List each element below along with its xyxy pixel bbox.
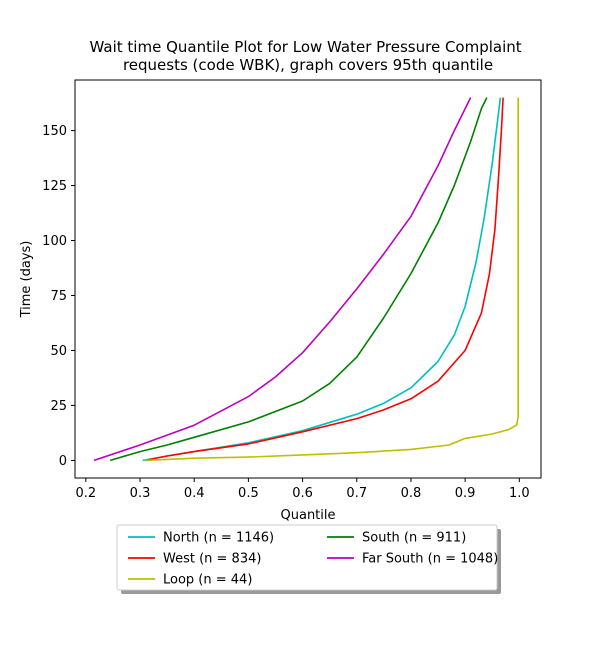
- plot-frame: [74, 79, 542, 479]
- y-axis-ticks: 0 25 50 75 100 125 150: [42, 124, 75, 469]
- series-layer: [93, 97, 520, 462]
- x-tick-label: 0.5: [238, 486, 259, 501]
- y-tick-label: 25: [50, 399, 67, 414]
- legend-label-west: West (n = 834): [163, 552, 261, 567]
- legend-box: [116, 524, 498, 591]
- x-tick-label: 0.2: [75, 486, 96, 501]
- x-tick-label: 0.4: [184, 486, 205, 501]
- series-line-loop: [145, 97, 520, 462]
- legend-label-south: South (n = 911): [362, 531, 466, 546]
- chart-title: Wait time Quantile Plot for Low Water Pr…: [90, 38, 527, 74]
- y-axis-label: Time (days): [19, 241, 34, 319]
- x-tick-label: 0.3: [130, 486, 151, 501]
- x-tick-label: 0.6: [292, 486, 313, 501]
- x-tick-label: 0.7: [346, 486, 367, 501]
- x-axis-label: Quantile: [281, 508, 336, 523]
- series-line-south: [109, 97, 488, 462]
- series-line-far-south: [93, 97, 472, 462]
- series-line-west: [145, 97, 504, 462]
- y-tick-label: 100: [42, 234, 67, 249]
- legend-items: North (n = 1146) West (n = 834) Loop (n = …: [128, 531, 498, 588]
- chart-title-line-2: requests (code WBK), graph covers 95th q…: [123, 56, 493, 74]
- y-tick-label: 50: [50, 344, 67, 359]
- y-tick-label: 125: [42, 179, 67, 194]
- chart-title-line-1: Wait time Quantile Plot for Low Water Pr…: [90, 38, 522, 56]
- y-tick-label: 150: [42, 124, 67, 139]
- y-tick-label: 75: [50, 289, 67, 304]
- x-tick-label: 1.0: [509, 486, 530, 501]
- x-tick-label: 0.8: [401, 486, 422, 501]
- y-tick-label: 0: [59, 454, 67, 469]
- x-tick-label: 0.9: [455, 486, 476, 501]
- legend-label-loop: Loop (n = 44): [163, 573, 252, 588]
- legend: North (n = 1146) West (n = 834) Loop (n = …: [116, 524, 501, 594]
- x-axis-ticks: 0.2 0.3 0.4 0.5 0.6 0.7 0.8 0.9 1.0: [75, 478, 530, 501]
- legend-label-far-south: Far South (n = 1048): [362, 552, 498, 567]
- legend-label-north: North (n = 1146): [163, 531, 274, 546]
